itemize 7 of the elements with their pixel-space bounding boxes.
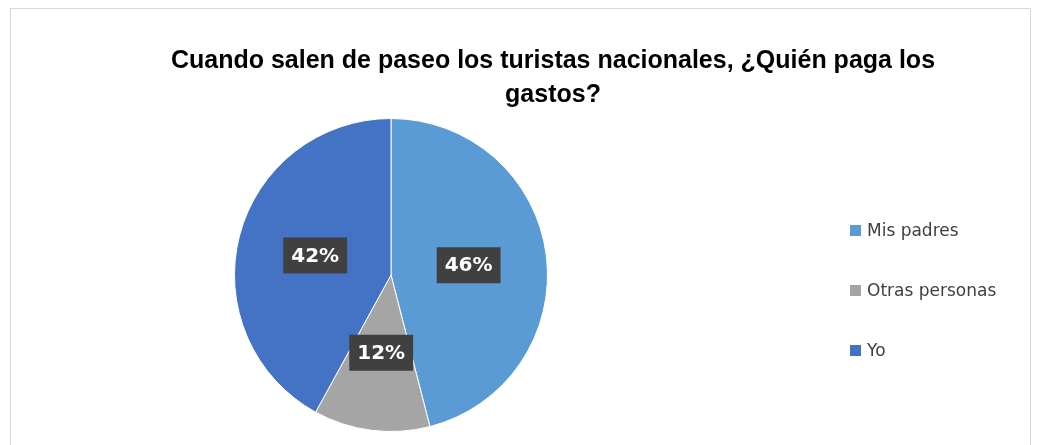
chart-title: Cuando salen de paseo los turistas nacionales, ¿Quién paga los gastos? [169, 44, 937, 109]
legend-label: Mis padres [867, 220, 959, 240]
data-label: 42% [291, 242, 340, 267]
data-label: 12% [357, 339, 406, 364]
legend-label: Otras personas [867, 280, 997, 300]
data-label: 46% [444, 252, 493, 277]
legend-label: Yo [867, 340, 886, 360]
